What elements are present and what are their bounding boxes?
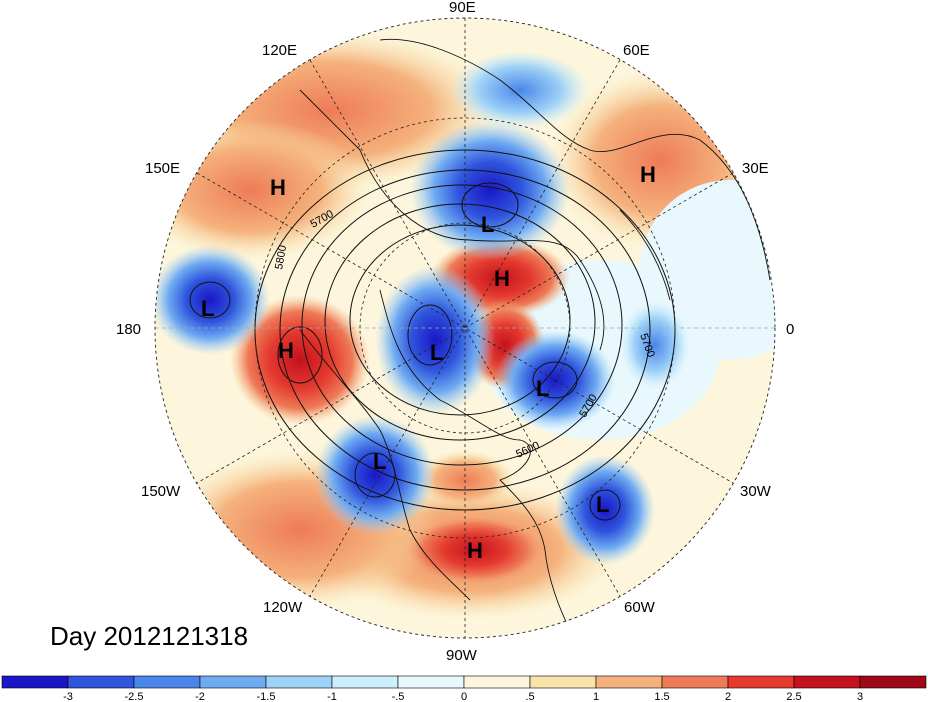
colorbar-tick-label: 2: [725, 691, 731, 702]
colorbar-tick-label: -1.5: [257, 691, 276, 702]
low-center-marker: L: [201, 296, 214, 321]
longitude-label-30w: 30W: [740, 483, 772, 500]
colorbar-tick-label: .5: [525, 691, 534, 702]
longitude-label-90w: 90W: [446, 647, 478, 664]
longitude-label-0: 0: [786, 321, 794, 338]
high-center-marker: H: [270, 175, 286, 200]
colorbar-tick-label: 2.5: [786, 691, 801, 702]
contour-label: 5800: [273, 244, 289, 270]
longitude-label-30e: 30E: [742, 160, 769, 177]
graticule: [155, 18, 775, 638]
map-boundary: [154, 17, 776, 639]
colorbar-tick-label: -.5: [392, 691, 405, 702]
colorbar-tick-label: -2.5: [125, 691, 144, 702]
colorbar-swatch: [463, 675, 531, 689]
longitude-label-120e: 120E: [262, 42, 297, 59]
colorbar: -3 -2.5 -2 -1.5 -1 -.5 0 .5 1 1.5 2 2.5 3: [1, 675, 927, 702]
colorbar-tick-label: 0: [461, 691, 467, 702]
high-center-marker: H: [640, 162, 656, 187]
colorbar-swatch: [595, 675, 663, 689]
colorbar-tick-label: 1: [593, 691, 599, 702]
longitude-labels: 90E 60E 30E 0 30W 60W 90W 120W 150W 180 …: [116, 0, 794, 664]
colorbar-swatch: [529, 675, 597, 689]
longitude-label-60w: 60W: [624, 599, 656, 616]
colorbar-swatch: [265, 675, 333, 689]
longitude-label-120w: 120W: [263, 599, 303, 616]
colorbar-swatch: [1, 675, 69, 689]
colorbar-swatch: [199, 675, 267, 689]
low-center-marker: L: [536, 376, 549, 401]
longitude-label-180: 180: [116, 321, 141, 338]
high-center-marker: H: [278, 338, 294, 363]
colorbar-tick-label: -2: [195, 691, 205, 702]
day-title: Day 2012121318: [50, 621, 248, 651]
colorbar-swatch: [793, 675, 861, 689]
colorbar-swatch: [727, 675, 795, 689]
colorbar-swatch: [397, 675, 465, 689]
longitude-label-150w: 150W: [141, 483, 181, 500]
colorbar-tick-label: 1.5: [654, 691, 669, 702]
high-center-marker: H: [467, 538, 483, 563]
low-center-marker: L: [430, 340, 443, 365]
colorbar-swatch: [859, 675, 927, 689]
colorbar-swatch: [331, 675, 399, 689]
colorbar-swatch: [67, 675, 135, 689]
low-center-marker: L: [481, 212, 494, 237]
colorbar-tick-label: 3: [857, 691, 863, 702]
longitude-label-150e: 150E: [145, 160, 180, 177]
low-center-marker: L: [373, 449, 386, 474]
colorbar-tick-label: -1: [327, 691, 337, 702]
low-center-marker: L: [596, 492, 609, 517]
colorbar-swatch: [133, 675, 201, 689]
colorbar-swatch: [661, 675, 729, 689]
longitude-label-90e: 90E: [449, 0, 476, 16]
pressure-centers: H H H H H L L L L L L: [201, 162, 656, 563]
high-center-marker: H: [494, 266, 510, 291]
colorbar-tick-label: -3: [63, 691, 73, 702]
longitude-label-60e: 60E: [623, 42, 650, 59]
